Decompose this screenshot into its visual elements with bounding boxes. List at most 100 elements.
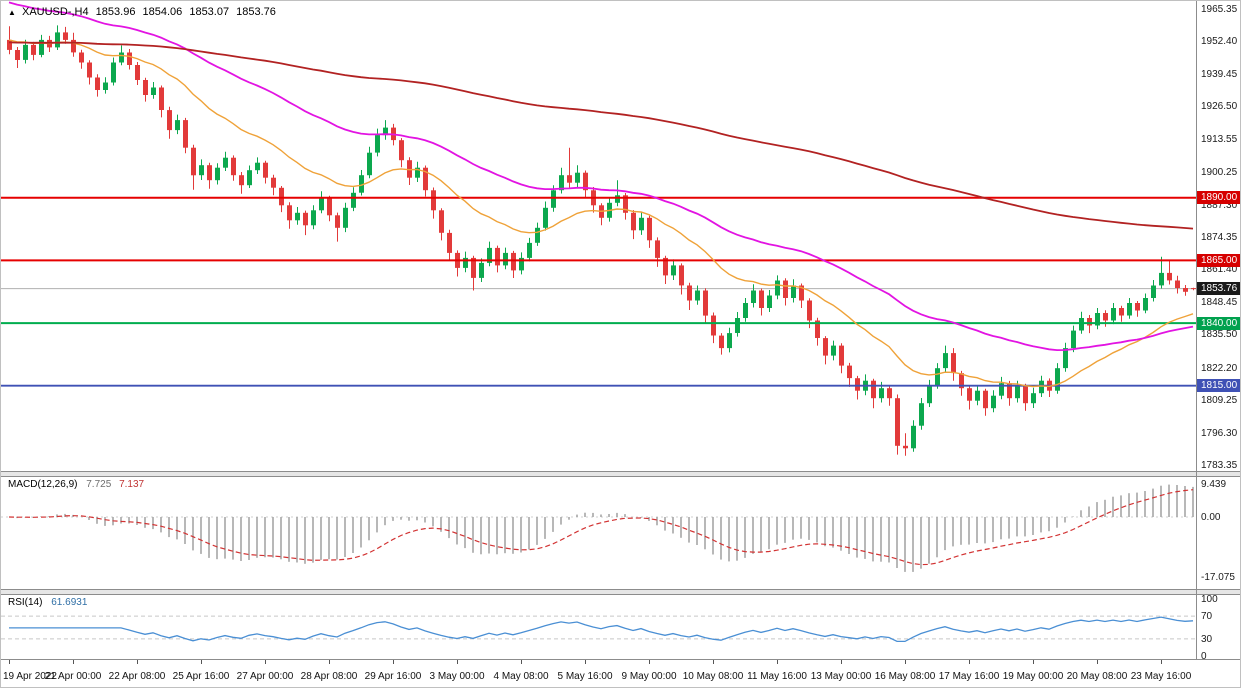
candle-down: [159, 87, 164, 110]
candle-down: [15, 50, 20, 60]
candle-down: [279, 187, 284, 206]
candle-up: [1127, 303, 1132, 316]
candle-down: [847, 365, 852, 379]
time-axis-label: 5 May 16:00: [557, 671, 613, 682]
candle-up: [831, 345, 836, 356]
candle-up: [991, 395, 996, 409]
symbol-ohlc-info: ▲ XAUUSD-,H4 1853.96 1854.06 1853.07 185…: [8, 6, 280, 18]
candle-up: [527, 242, 532, 258]
candle-up: [375, 135, 380, 153]
time-axis-tick: [841, 660, 842, 664]
candle-up: [415, 167, 420, 178]
candle-down: [1087, 318, 1092, 326]
candle-down: [143, 80, 148, 95]
time-axis[interactable]: 19 Apr 2022 21 Apr 00:00 22 Apr 08:00 25 Ap…: [1, 660, 1240, 687]
macd-value-signal: 7.137: [119, 479, 145, 490]
time-axis-label: 20 May 08:00: [1066, 671, 1128, 682]
candle-down: [127, 52, 132, 65]
candle-down: [895, 398, 900, 446]
time-axis-label: 25 Apr 16:00: [172, 671, 230, 682]
candle-down: [495, 247, 500, 266]
rsi-axis-label: 30: [1201, 634, 1213, 645]
candle-up: [479, 262, 484, 278]
candle-up: [695, 290, 700, 301]
candle-down: [287, 205, 292, 221]
candle-down: [439, 210, 444, 233]
candle-down: [447, 232, 452, 253]
candle-up: [671, 265, 676, 276]
ohlc-high: 1854.06: [142, 6, 183, 18]
candle-up: [751, 290, 756, 303]
macd-axis-label: 0.00: [1201, 512, 1221, 523]
ohlc-open: 1853.96: [95, 6, 136, 18]
candle-up: [1095, 313, 1100, 326]
panel-separator-macd-rsi[interactable]: [1, 589, 1240, 595]
candle-down: [647, 217, 652, 241]
time-axis-label: 4 May 08:00: [493, 671, 549, 682]
candle-down: [583, 172, 588, 191]
candle-down: [959, 373, 964, 389]
candle-up: [111, 62, 116, 83]
time-axis-label: 3 May 00:00: [429, 671, 485, 682]
candle-down: [655, 240, 660, 258]
candle-up: [359, 175, 364, 193]
time-axis-label: 10 May 08:00: [682, 671, 744, 682]
candle-down: [431, 190, 436, 211]
time-axis-tick: [521, 660, 522, 664]
candle-down: [327, 197, 332, 216]
candle-up: [319, 197, 324, 211]
symbol-period-label: XAUUSD-,H4: [21, 6, 89, 18]
candle-down: [511, 252, 516, 271]
candle-down: [183, 120, 188, 148]
time-axis-tick: [777, 660, 778, 664]
panel-separator-main-macd[interactable]: [1, 471, 1240, 477]
candle-down: [71, 39, 76, 53]
candle-down: [567, 175, 572, 183]
candle-up: [39, 39, 44, 55]
macd-signal-line: [8, 489, 1194, 566]
candle-up: [727, 333, 732, 349]
candle-down: [703, 290, 708, 316]
time-axis-tick: [265, 660, 266, 664]
candle-down: [759, 290, 764, 308]
candle-down: [1119, 308, 1124, 316]
macd-indicator-panel[interactable]: [1, 475, 1196, 589]
price-axis-label: 1887.30: [1201, 200, 1238, 211]
candle-up: [879, 388, 884, 399]
rsi-axis-label: 70: [1201, 611, 1213, 622]
candle-up: [519, 257, 524, 271]
candle-down: [303, 212, 308, 226]
time-axis-tick: [393, 660, 394, 664]
candle-down: [1007, 383, 1012, 399]
time-axis-label: 11 May 16:00: [747, 671, 807, 682]
candle-up: [1055, 368, 1060, 391]
candle-up: [535, 227, 540, 243]
candle-up: [503, 252, 508, 266]
candle-up: [1031, 393, 1036, 404]
rsi-indicator-panel[interactable]: [1, 593, 1196, 659]
time-axis-label: 22 Apr 08:00: [108, 671, 166, 682]
candle-down: [623, 195, 628, 213]
candle-up: [927, 385, 932, 404]
price-axis-label: 1965.35: [1201, 4, 1238, 15]
candle-down: [983, 390, 988, 409]
candle-down: [967, 388, 972, 401]
candle-down: [95, 77, 100, 90]
time-axis-label: 29 Apr 16:00: [364, 671, 422, 682]
time-axis-tick: [585, 660, 586, 664]
candle-down: [719, 335, 724, 349]
candle-down: [239, 175, 244, 186]
candle-down: [839, 345, 844, 366]
price-axis-label: 1809.25: [1201, 395, 1238, 406]
price-axis-label: 1848.45: [1201, 297, 1238, 308]
candle-down: [1167, 272, 1172, 281]
time-axis-label: 21 Apr 00:00: [44, 671, 102, 682]
price-axis[interactable]: 1965.35 1952.40 1939.45 1926.50 1913.55 1900.…: [1197, 1, 1240, 662]
time-axis-label: 17 May 16:00: [938, 671, 1000, 682]
candle-up: [775, 280, 780, 296]
ma-mid-magenta: [8, 1, 1194, 352]
macd-axis-label: 9.439: [1201, 479, 1227, 490]
price-axis-label: 1822.20: [1201, 363, 1238, 374]
main-price-chart[interactable]: [1, 1, 1196, 471]
candle-up: [151, 87, 156, 95]
